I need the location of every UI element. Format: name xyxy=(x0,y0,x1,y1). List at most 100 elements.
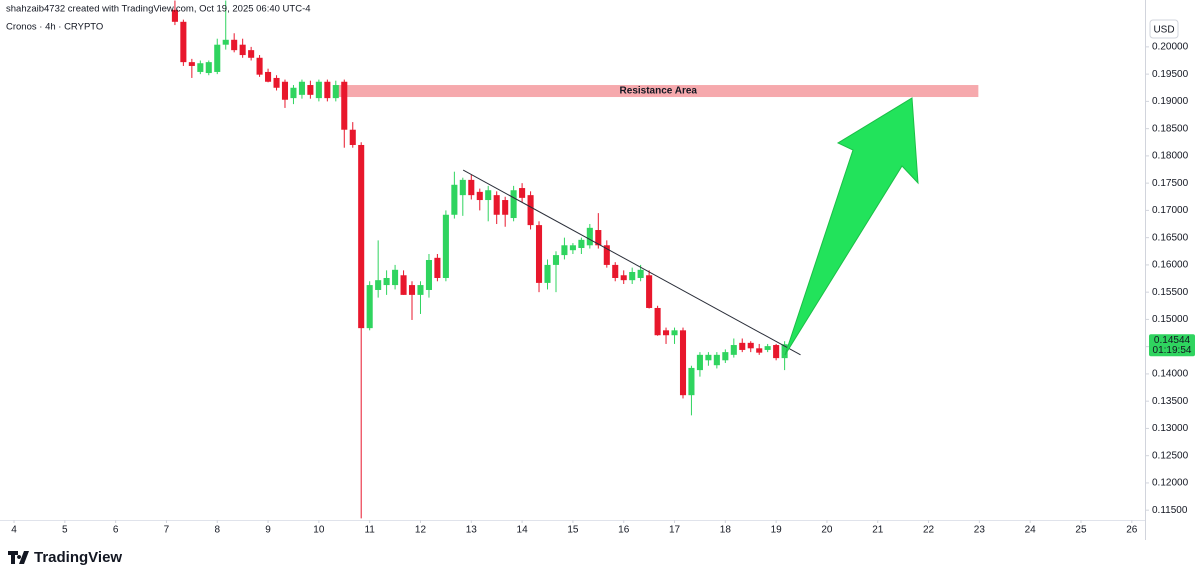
x-tick-label: 24 xyxy=(1025,525,1037,536)
y-tick-label: 0.16000 xyxy=(1152,260,1189,271)
x-tick-label: 26 xyxy=(1126,525,1138,536)
candle-body xyxy=(451,184,458,215)
y-tick-label: 0.17500 xyxy=(1152,178,1189,189)
candle-body xyxy=(493,195,500,215)
x-tick-label: 17 xyxy=(669,525,681,536)
candle-body xyxy=(366,285,373,329)
candle-body xyxy=(569,245,576,251)
x-tick-label: 19 xyxy=(771,525,783,536)
x-tick-label: 11 xyxy=(364,525,375,536)
attribution: shahzaib4732 created with TradingView.co… xyxy=(6,4,311,15)
candle-body xyxy=(552,255,560,265)
x-tick-label: 14 xyxy=(517,525,529,536)
candle-body xyxy=(713,354,720,366)
currency-box[interactable] xyxy=(1149,19,1179,39)
candle-body xyxy=(273,77,280,88)
resistance-label: Resistance Area xyxy=(620,86,698,97)
candle-body xyxy=(519,188,526,198)
logo-icon xyxy=(8,551,29,564)
candle-body xyxy=(298,81,305,95)
candle-body xyxy=(214,44,221,72)
x-tick-label: 16 xyxy=(618,525,630,536)
candle-body xyxy=(637,269,644,278)
x-tick-label: 23 xyxy=(974,525,986,536)
plot-area: Resistance Area xyxy=(171,0,979,519)
candle-body xyxy=(561,245,568,256)
candle-body xyxy=(332,85,339,99)
candle-body xyxy=(747,342,754,349)
up-arrow xyxy=(784,97,919,356)
x-tick-label: 20 xyxy=(821,525,833,536)
last-price-tag xyxy=(1149,334,1195,357)
candle-body xyxy=(671,330,678,336)
candle-body xyxy=(603,245,610,265)
symbol-title: Cronos · 4h · CRYPTO xyxy=(6,22,103,33)
y-tick-label: 0.18000 xyxy=(1152,151,1189,162)
x-tick-label: 8 xyxy=(214,525,220,536)
candle-body xyxy=(620,275,627,281)
candle-body xyxy=(281,81,289,100)
x-tick-label: 6 xyxy=(113,525,119,536)
candle-body xyxy=(688,367,695,396)
y-tick-label: 0.15500 xyxy=(1152,287,1189,298)
candle-body xyxy=(408,285,416,295)
last-price: 0.14544 xyxy=(1154,335,1191,346)
candle-body xyxy=(722,352,729,361)
candle-body xyxy=(392,269,399,286)
logo xyxy=(8,551,29,564)
candle-body xyxy=(764,346,771,350)
x-tick-label: 13 xyxy=(466,525,478,536)
candle-body xyxy=(205,62,212,74)
candle-body xyxy=(595,230,602,246)
candle-body xyxy=(442,214,449,278)
candle-body xyxy=(739,342,746,350)
y-tick-label: 0.12000 xyxy=(1152,478,1189,489)
candle-body xyxy=(256,57,263,75)
y-tick-label: 0.14000 xyxy=(1152,369,1189,380)
candle-body xyxy=(544,264,551,283)
candle-body xyxy=(578,239,585,249)
candle-body xyxy=(646,275,653,308)
logo-text: TradingView xyxy=(34,549,122,566)
y-tick-label: 0.18500 xyxy=(1152,123,1189,134)
candle-body xyxy=(425,260,433,290)
candle-body xyxy=(468,179,475,196)
candle-body xyxy=(222,39,229,45)
candle-body xyxy=(502,200,509,215)
y-tick-label: 0.19000 xyxy=(1152,96,1189,107)
x-tick-label: 22 xyxy=(923,525,935,536)
y-tick-label: 0.17000 xyxy=(1152,205,1189,216)
candle-body xyxy=(730,345,737,355)
candle-body xyxy=(527,195,534,226)
candle-body xyxy=(459,179,466,196)
x-tick-label: 21 xyxy=(872,525,884,536)
y-tick-label: 0.11500 xyxy=(1152,505,1188,516)
candle-body xyxy=(510,190,517,219)
candle-body xyxy=(324,81,331,99)
x-tick-label: 18 xyxy=(720,525,732,536)
candle-body xyxy=(773,345,780,359)
candle-body xyxy=(341,81,348,130)
x-tick-label: 25 xyxy=(1075,525,1087,536)
candle-body xyxy=(663,330,670,336)
candle-body xyxy=(171,9,178,22)
candle-body xyxy=(705,354,712,361)
currency: USD xyxy=(1153,25,1174,36)
x-tick-label: 15 xyxy=(567,525,579,536)
resistance-area xyxy=(338,85,979,98)
x-tick-label: 4 xyxy=(11,525,17,536)
candle-body xyxy=(696,354,703,371)
y-tick-label: 0.12500 xyxy=(1152,450,1189,461)
y-tick-label: 0.16500 xyxy=(1152,232,1189,243)
candle-body xyxy=(315,81,322,99)
y-tick-label: 0.13000 xyxy=(1152,423,1189,434)
candle-body xyxy=(383,277,390,286)
candle-body xyxy=(349,129,356,145)
candle-body xyxy=(586,227,593,246)
candle-body xyxy=(307,85,314,95)
candle-body xyxy=(654,307,661,336)
candle-body xyxy=(265,71,272,82)
x-tick-label: 5 xyxy=(62,525,68,536)
candle-body xyxy=(188,62,195,66)
